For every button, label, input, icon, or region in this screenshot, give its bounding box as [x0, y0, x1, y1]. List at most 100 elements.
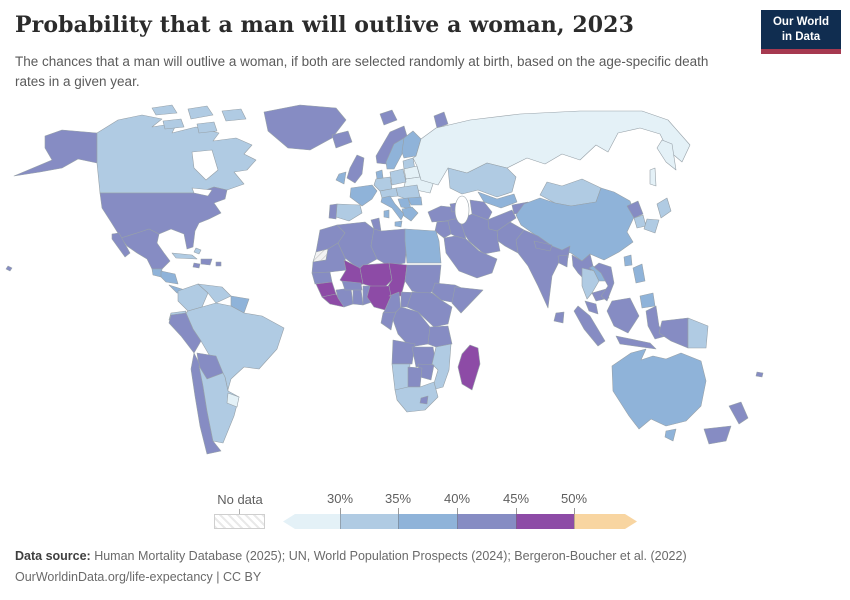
- country-uruguay[interactable]: [226, 392, 240, 408]
- country-somalia[interactable]: [451, 286, 484, 314]
- country-tanzania[interactable]: [427, 325, 453, 348]
- country-lesotho[interactable]: [419, 395, 429, 405]
- country-france[interactable]: [349, 184, 378, 207]
- country-philippines[interactable]: [632, 263, 646, 284]
- country-arctic-islands[interactable]: [151, 104, 178, 116]
- country-botswana[interactable]: [407, 366, 423, 388]
- country-italy[interactable]: [394, 220, 403, 228]
- country-indonesia[interactable]: [615, 335, 657, 350]
- country-sri-lanka[interactable]: [553, 311, 565, 324]
- country-arctic-islands[interactable]: [221, 108, 247, 122]
- country-italy[interactable]: [383, 209, 390, 219]
- country-bangladesh[interactable]: [557, 254, 569, 268]
- country-indonesia[interactable]: [606, 297, 640, 334]
- owid-logo: Our World in Data: [761, 10, 841, 54]
- legend-tick-50: 50%: [560, 491, 588, 506]
- country-indonesia[interactable]: [573, 305, 606, 347]
- country-svalbard[interactable]: [379, 109, 398, 126]
- legend-bin-45-50[interactable]: [516, 514, 574, 529]
- country-arctic-islands[interactable]: [162, 118, 185, 130]
- legend-bin-over-50[interactable]: [574, 514, 637, 529]
- country-ireland[interactable]: [335, 171, 347, 185]
- country-mexico[interactable]: [120, 228, 171, 270]
- country-papua-new-guinea[interactable]: [687, 317, 709, 349]
- legend-tickmark: [398, 508, 399, 514]
- country-madagascar[interactable]: [457, 344, 481, 391]
- country-venezuela[interactable]: [197, 283, 232, 304]
- country-arctic-islands[interactable]: [196, 121, 218, 134]
- country-alaska[interactable]: [13, 129, 98, 177]
- country-vietnam[interactable]: [593, 262, 615, 302]
- country-honduras-nicaragua[interactable]: [160, 270, 179, 285]
- country-niger[interactable]: [359, 262, 393, 289]
- chart-subtitle: The chances that a man will outlive a wo…: [15, 54, 709, 89]
- data-source-text: Human Mortality Database (2025); UN, Wor…: [90, 549, 687, 563]
- country-malaysia[interactable]: [584, 300, 599, 315]
- country-italy[interactable]: [380, 195, 405, 221]
- country-taiwan[interactable]: [623, 254, 633, 267]
- country-libya[interactable]: [370, 228, 408, 267]
- country-novaya-zemlya[interactable]: [433, 111, 449, 129]
- country-fiji[interactable]: [755, 371, 764, 378]
- country-new-zealand[interactable]: [703, 425, 732, 445]
- country-algeria[interactable]: [336, 221, 378, 270]
- legend-tickmark: [340, 508, 341, 514]
- country-east-africa[interactable]: [406, 291, 453, 328]
- country-hawaii[interactable]: [5, 265, 13, 272]
- license-line[interactable]: OurWorldinData.org/life-expectancy | CC …: [15, 570, 262, 585]
- country-russia[interactable]: [649, 167, 657, 187]
- country-japan[interactable]: [656, 197, 672, 219]
- country-greece[interactable]: [401, 206, 419, 222]
- country-bahamas[interactable]: [193, 247, 202, 255]
- country-peru[interactable]: [168, 312, 202, 354]
- country-iran[interactable]: [460, 213, 501, 255]
- country-portugal[interactable]: [328, 203, 338, 220]
- country-angola[interactable]: [391, 339, 416, 365]
- country-arctic-islands[interactable]: [187, 105, 214, 120]
- legend-bin-40-45[interactable]: [457, 514, 516, 529]
- country-japan[interactable]: [643, 218, 660, 234]
- no-data-swatch[interactable]: [214, 514, 265, 529]
- country-bulgaria[interactable]: [407, 196, 423, 206]
- country-kazakhstan[interactable]: [447, 162, 517, 198]
- country-tasmania[interactable]: [664, 428, 677, 442]
- country-ghana[interactable]: [352, 288, 364, 306]
- country-mozambique[interactable]: [431, 343, 452, 391]
- legend-tickmark: [574, 508, 575, 514]
- country-jamaica[interactable]: [192, 262, 201, 269]
- legend-tick-40: 40%: [443, 491, 471, 506]
- country-north-korea[interactable]: [626, 200, 644, 219]
- country-philippines[interactable]: [639, 292, 656, 309]
- country-saudi-arabia[interactable]: [443, 235, 498, 279]
- country-mexico[interactable]: [111, 232, 131, 258]
- country-greenland[interactable]: [263, 104, 347, 151]
- country-australia[interactable]: [611, 348, 707, 430]
- country-denmark[interactable]: [375, 169, 384, 180]
- country-sweden[interactable]: [385, 137, 405, 170]
- country-germany[interactable]: [373, 176, 393, 192]
- country-hungary-romania[interactable]: [395, 184, 421, 200]
- country-egypt[interactable]: [404, 228, 442, 264]
- legend-bin-30-35[interactable]: [340, 514, 398, 529]
- country-spain[interactable]: [335, 203, 363, 222]
- country-russia[interactable]: [412, 110, 691, 186]
- legend-bin-35-40[interactable]: [398, 514, 457, 529]
- country-russia[interactable]: [656, 139, 677, 171]
- country-hispaniola[interactable]: [200, 258, 213, 266]
- country-iceland[interactable]: [331, 130, 353, 149]
- country-levant[interactable]: [434, 220, 452, 239]
- legend-bin-under-30[interactable]: [283, 514, 340, 529]
- country-papua-west[interactable]: [658, 317, 689, 349]
- country-new-zealand[interactable]: [728, 401, 749, 425]
- country-guatemala[interactable]: [151, 268, 163, 278]
- country-south-africa[interactable]: [394, 381, 439, 413]
- country-cuba[interactable]: [171, 252, 198, 260]
- country-pakistan[interactable]: [496, 221, 525, 254]
- country-poland[interactable]: [389, 168, 407, 186]
- country-puerto-rico[interactable]: [215, 261, 222, 267]
- country-burkina-faso[interactable]: [341, 280, 363, 291]
- country-nepal[interactable]: [533, 240, 553, 252]
- country-gabon-congo[interactable]: [380, 311, 397, 331]
- caspian-sea: [454, 195, 470, 225]
- country-uk[interactable]: [346, 154, 365, 184]
